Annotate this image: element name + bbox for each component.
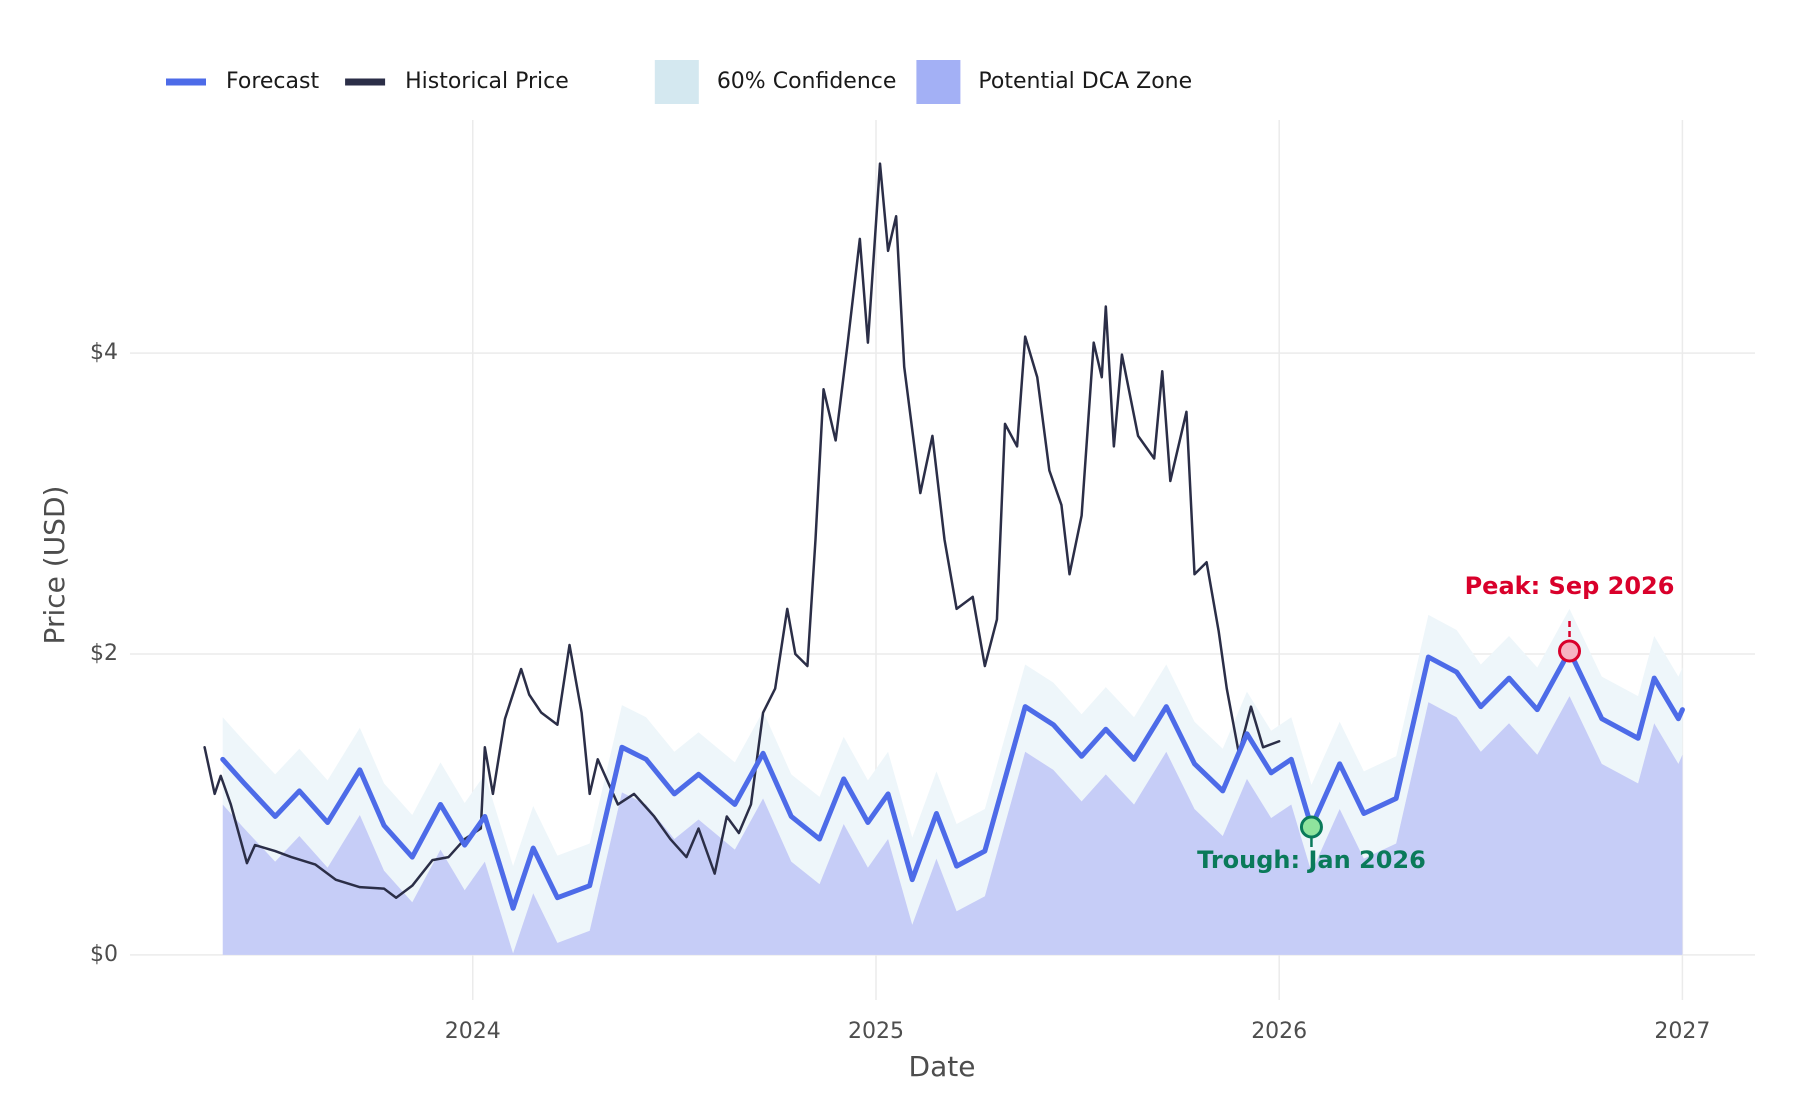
y-tick-label: $4: [90, 340, 118, 365]
x-axis-label: Date: [909, 1050, 976, 1083]
annotation-text: Trough: Jan 2026: [1197, 846, 1426, 874]
annotation-marker: [1299, 815, 1323, 839]
x-tick-label: 2025: [848, 1019, 904, 1044]
x-tick-label: 2027: [1654, 1019, 1710, 1044]
series-line: [203, 162, 1281, 899]
annotation-marker: [1558, 639, 1582, 663]
annotation-text: Peak: Sep 2026: [1465, 572, 1675, 600]
legend-label: Historical Price: [405, 69, 569, 94]
x-tick-label: 2024: [445, 1019, 501, 1044]
series-line: [220, 648, 1685, 911]
dca-area: [222, 696, 1683, 955]
confidence-band: [222, 608, 1683, 954]
legend-label: Forecast: [226, 69, 319, 94]
legend-label: Potential DCA Zone: [978, 69, 1192, 94]
y-axis-label: Price (USD): [38, 486, 71, 645]
legend-label: 60% Confidence: [717, 69, 897, 94]
y-tick-label: $2: [90, 641, 118, 666]
legend-swatch: [916, 60, 961, 104]
x-tick-label: 2026: [1251, 1019, 1307, 1044]
y-tick-label: $0: [90, 942, 118, 967]
legend-swatch: [654, 60, 699, 104]
